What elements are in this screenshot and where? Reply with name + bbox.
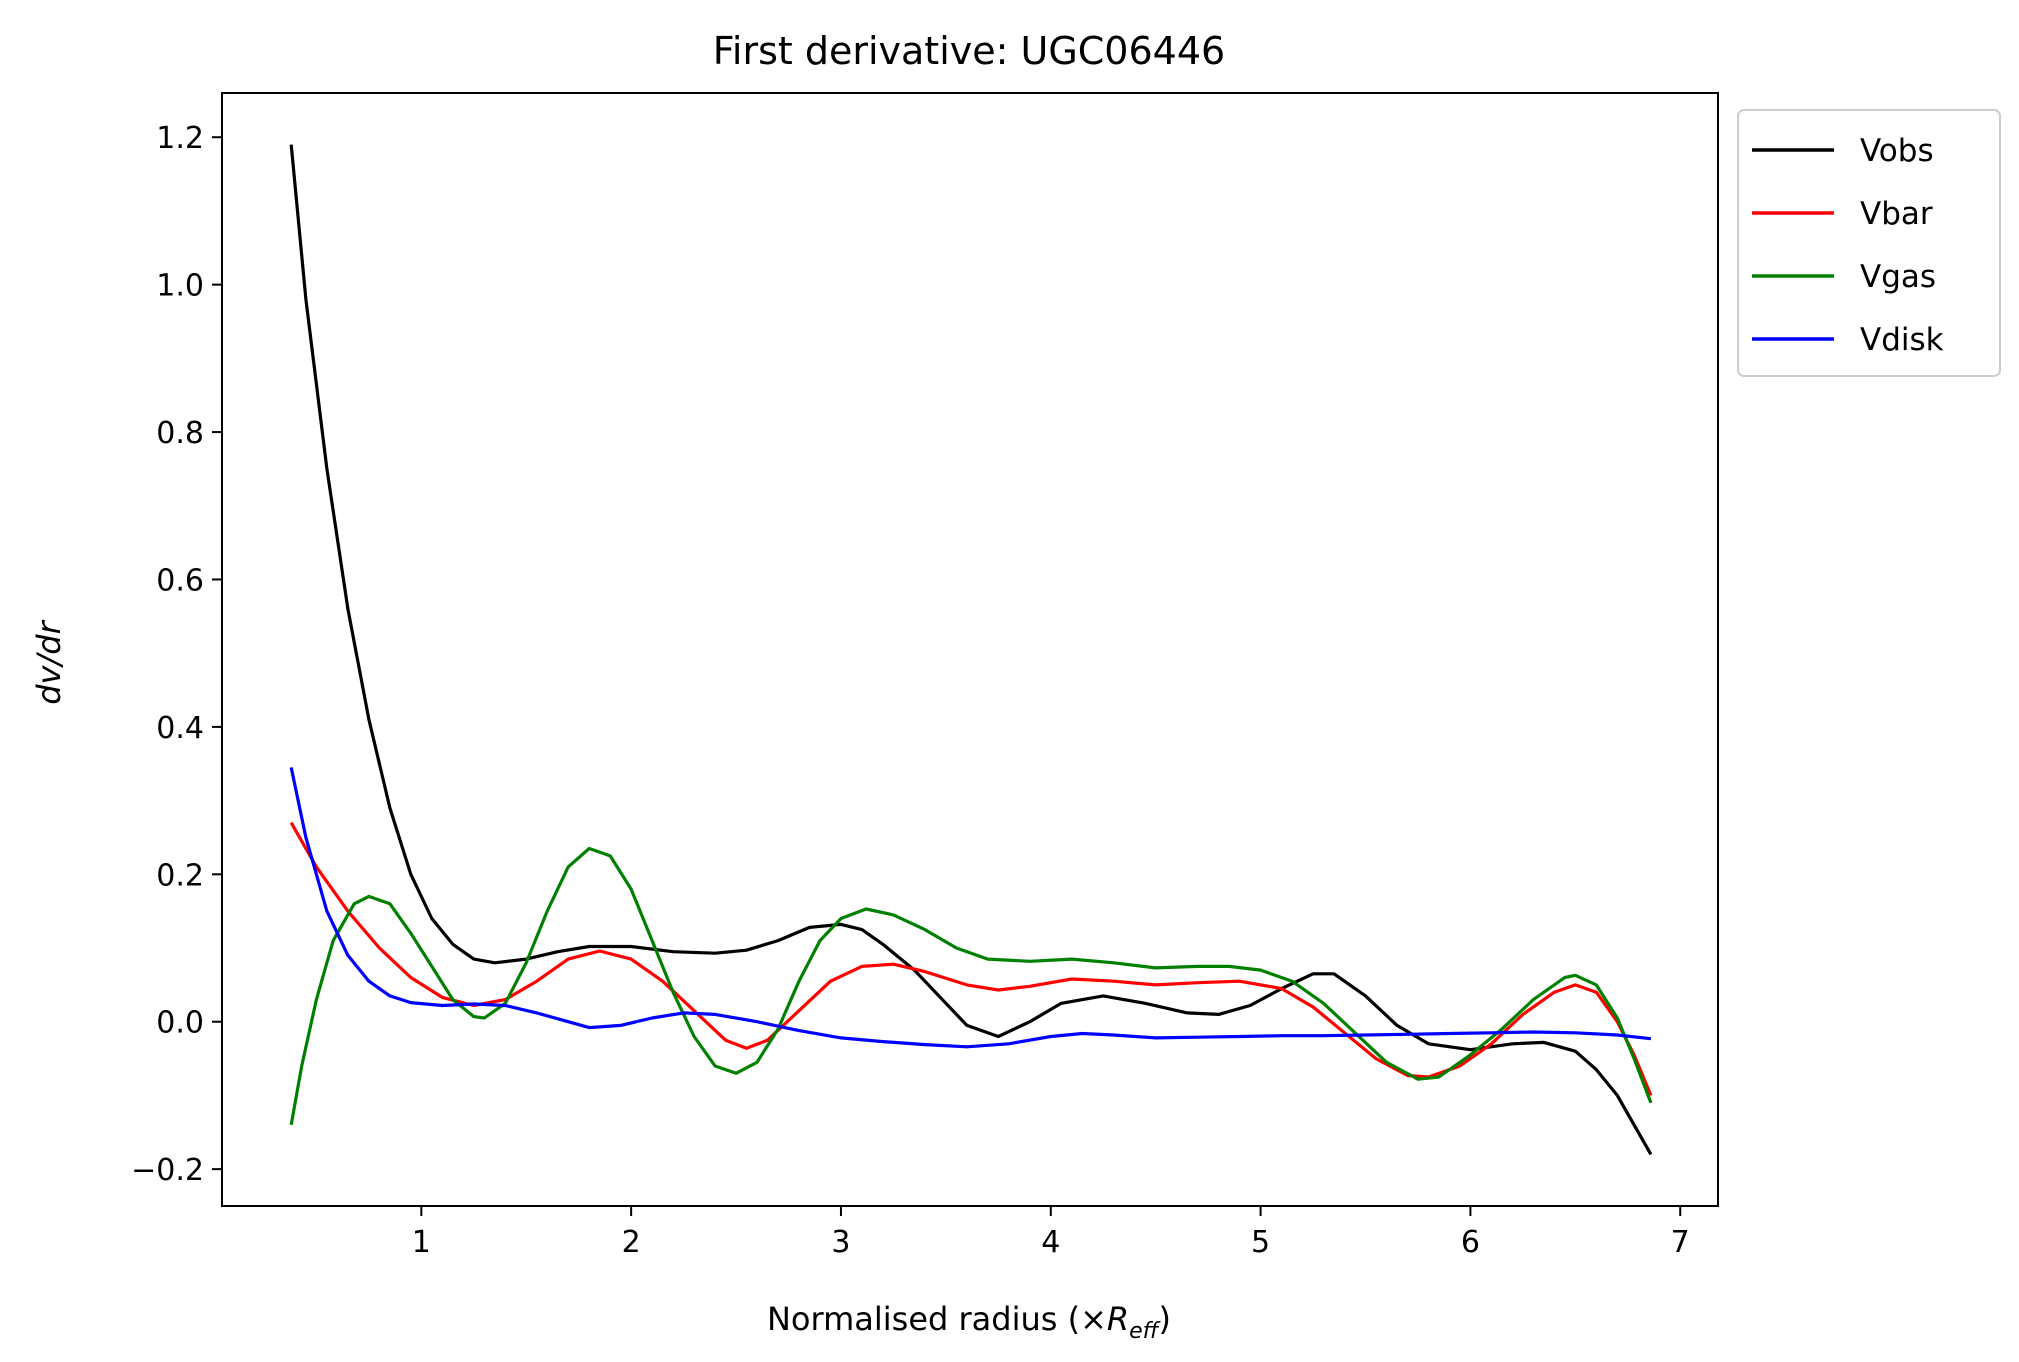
series-line-vdisk <box>289 767 1652 1049</box>
y-axis-label: dv/dr <box>30 619 68 704</box>
series-lines <box>289 144 1653 1156</box>
series-line-vbar <box>289 821 1653 1097</box>
y-tick-label: 0.2 <box>156 858 204 893</box>
series-line-vgas <box>289 846 1653 1126</box>
legend-label: Vgas <box>1860 259 1936 295</box>
legend-label: Vdisk <box>1860 322 1944 358</box>
x-tick-label: 6 <box>1461 1225 1480 1260</box>
y-tick-label: 0.6 <box>156 563 204 598</box>
legend-box <box>1737 109 2001 377</box>
plot-area: 1 2 3 4 5 6 7 −0.2 0.0 0.2 0.4 0.6 0.8 1.0 1.2 <box>131 92 1719 1260</box>
x-tick-label: 1 <box>412 1225 431 1260</box>
x-tick-label: 3 <box>831 1225 850 1260</box>
series-line-vobs <box>289 144 1653 1156</box>
legend-label: Vobs <box>1860 133 1934 169</box>
axes-frame <box>221 92 1719 1207</box>
x-tick-label: 5 <box>1251 1225 1270 1260</box>
x-tick-label: 7 <box>1671 1225 1690 1260</box>
y-tick-label: 1.2 <box>156 121 204 156</box>
y-tick-label: 1.0 <box>156 269 204 304</box>
legend: Vobs Vbar Vgas Vdisk <box>1737 109 2001 377</box>
legend-label: Vbar <box>1860 196 1933 232</box>
x-axis-label: Normalised radius (×Reff) <box>767 1300 1171 1344</box>
x-tick-label: 4 <box>1041 1225 1060 1260</box>
y-tick-label: −0.2 <box>131 1153 204 1188</box>
chart-title: First derivative: UGC06446 <box>713 29 1225 73</box>
y-tick-label: 0.0 <box>156 1006 204 1041</box>
y-tick-label: 0.8 <box>156 416 204 451</box>
y-tick-label: 0.4 <box>156 711 204 746</box>
x-tick-label: 2 <box>622 1225 641 1260</box>
